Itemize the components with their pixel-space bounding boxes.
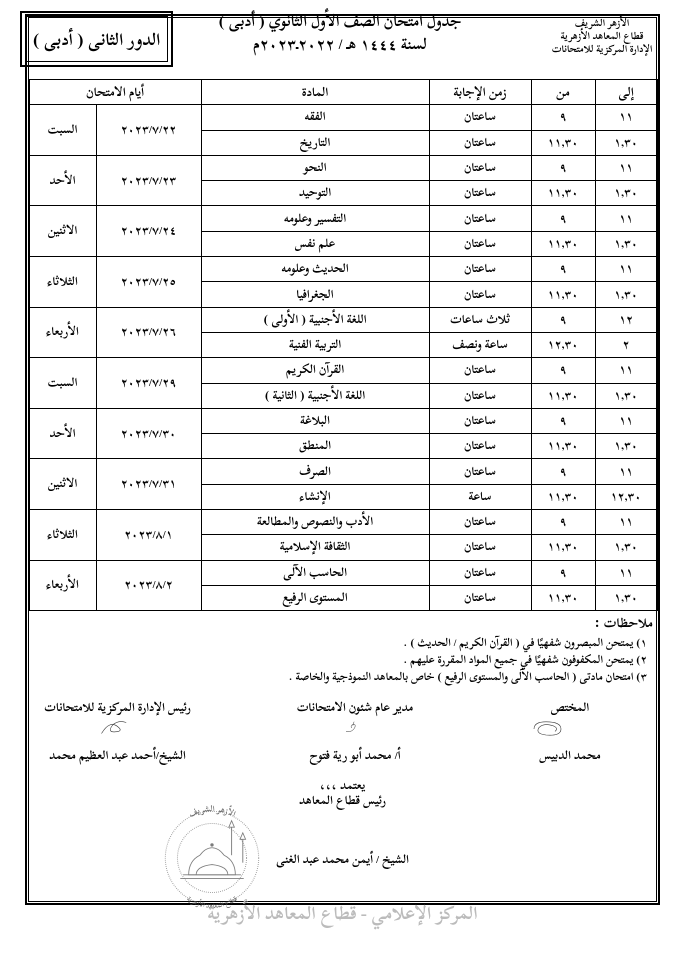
svg-text:الأزهر الشريف: الأزهر الشريف (186, 800, 239, 822)
